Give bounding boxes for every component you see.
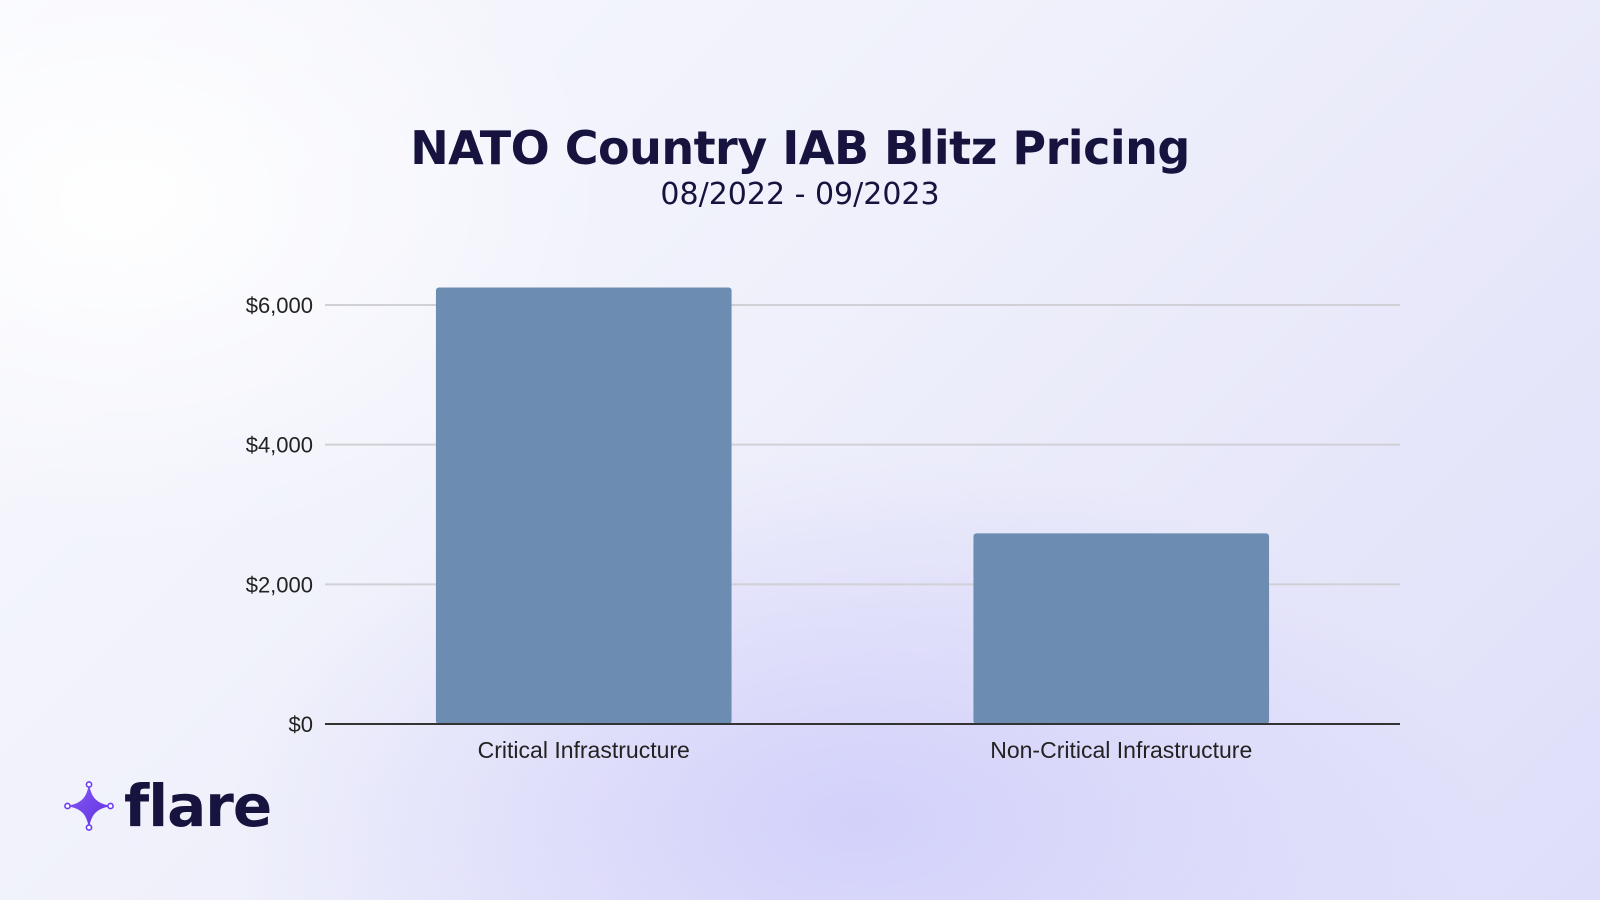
flare-logo: flare [64, 772, 272, 840]
bar [435, 287, 732, 724]
bars [435, 287, 1270, 724]
x-category-label: Critical Infrastructure [478, 737, 690, 763]
y-tick-label: $0 [289, 712, 313, 737]
chart-subtitle: 08/2022 - 09/2023 [660, 176, 940, 212]
labels: $0 $2,000 $4,000 $6,000 Critical Infrastruct… [246, 293, 1253, 763]
y-tick-label: $6,000 [246, 293, 313, 318]
x-category-label: Non-Critical Infrastructure [990, 737, 1252, 763]
y-tick-label: $2,000 [246, 572, 313, 597]
sparkle-icon [64, 781, 114, 831]
y-tick-label: $4,000 [246, 433, 313, 458]
bar [973, 533, 1270, 724]
chart-title: NATO Country IAB Blitz Pricing [410, 121, 1190, 175]
chart-header: NATO Country IAB Blitz Pricing 08/2022 -… [0, 122, 1600, 212]
brand-wordmark: flare [124, 772, 272, 840]
